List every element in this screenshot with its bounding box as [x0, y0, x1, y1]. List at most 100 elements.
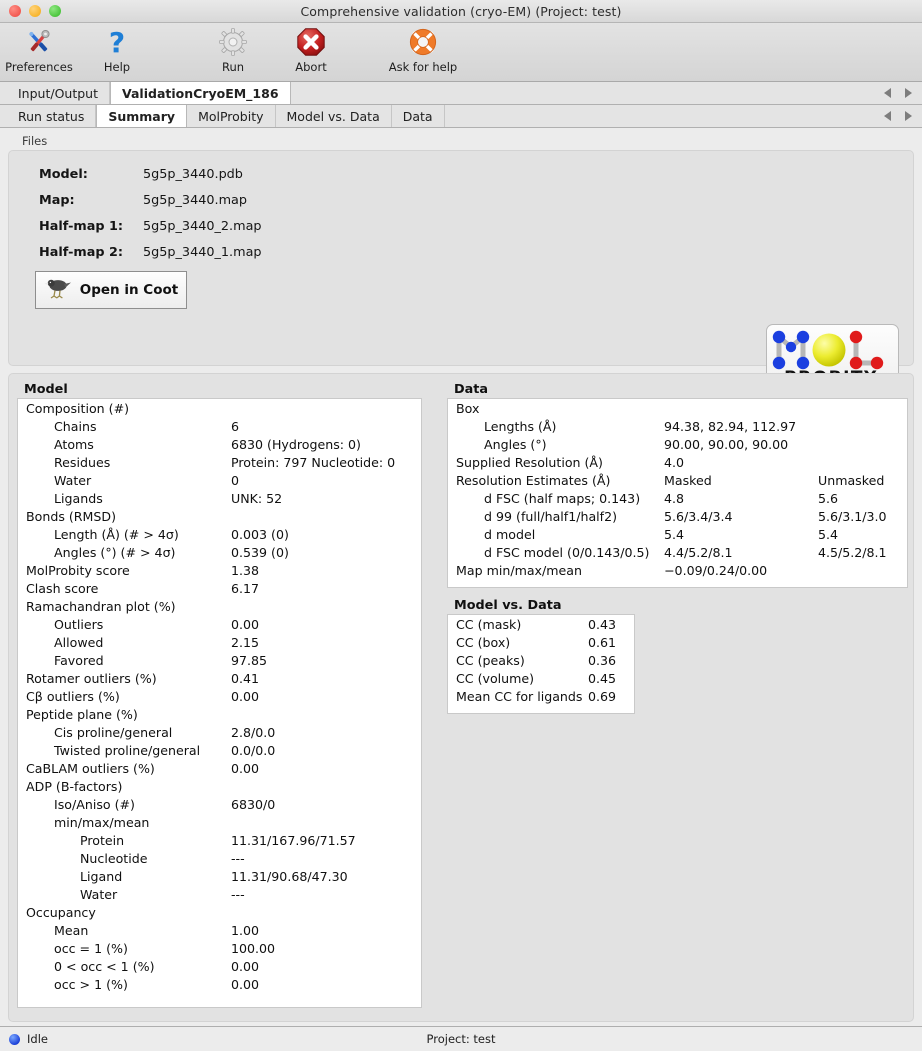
tab-summary[interactable]: Summary [96, 105, 188, 127]
model-table-row-bonds-rmsd: Bonds (RMSD) [18, 509, 421, 527]
data-table-value-secondary: 5.4 [818, 527, 839, 542]
life-ring-icon [408, 25, 438, 59]
tab-validationcryoem-186[interactable]: ValidationCryoEM_186 [110, 82, 291, 104]
tab-run-status[interactable]: Run status [7, 105, 97, 127]
model-table-title: Model [24, 382, 68, 397]
model-table-key: Bonds (RMSD) [26, 509, 117, 524]
data-table-key: Map min/max/mean [456, 563, 582, 578]
data-table-key: Angles (°) [484, 437, 547, 452]
model-vs-data-table-value: 0.69 [588, 689, 617, 704]
scroll-left-icon[interactable] [884, 111, 891, 121]
run-gear-icon [218, 25, 248, 59]
toolbar-button-help[interactable]: ? Help [78, 25, 156, 74]
coot-bird-icon [44, 277, 74, 303]
scroll-right-icon[interactable] [905, 111, 912, 121]
model-table-value: 1.38 [231, 563, 260, 578]
data-table-key: Supplied Resolution (Å) [456, 455, 603, 470]
model-table-value: 6830 (Hydrogens: 0) [231, 437, 361, 452]
data-table-row-d-fsc-model-0-0-143-0-5: d FSC model (0/0.143/0.5) 4.4/5.2/8.1 4.5/… [448, 545, 907, 563]
window-title: Comprehensive validation (cryo-EM) (Proj… [300, 3, 622, 19]
toolbar-button-run[interactable]: Run [194, 25, 272, 74]
model-table-row-twisted-proline-general: Twisted proline/general 0.0/0.0 [18, 743, 421, 761]
data-table-value: 90.00, 90.00, 90.00 [664, 437, 789, 452]
model-table-key: Clash score [26, 581, 99, 596]
file-label-map: Map: [39, 193, 75, 208]
secondary-tab-scroll-controls [884, 105, 922, 127]
model-table-row-iso-aniso: Iso/Aniso (#) 6830/0 [18, 797, 421, 815]
model-table-row-ramachandran-plot: Ramachandran plot (%) [18, 599, 421, 617]
tab-input-output[interactable]: Input/Output [7, 82, 110, 104]
toolbar-button-abort[interactable]: Abort [272, 25, 350, 74]
data-table: Box Lengths (Å) 94.38, 82.94, 112.97 Angles… [447, 398, 908, 588]
tab-model-vs-data[interactable]: Model vs. Data [276, 105, 392, 127]
model-vs-data-table-title: Model vs. Data [454, 598, 562, 613]
toolbar-label-preferences: Preferences [5, 60, 73, 74]
data-table-value-secondary: 4.5/5.2/8.1 [818, 545, 887, 560]
main-toolbar: Preferences ? Help [0, 23, 922, 82]
model-table-row-cablam-outliers: CaBLAM outliers (%) 0.00 [18, 761, 421, 779]
tab-data[interactable]: Data [392, 105, 445, 127]
model-table-value: 0.00 [231, 761, 260, 776]
summary-content: Files Model: 5g5p_3440.pdb Map: 5g5p_344… [0, 128, 922, 1026]
data-table-row-supplied-resolution: Supplied Resolution (Å) 4.0 [448, 455, 907, 473]
toolbar-button-preferences[interactable]: Preferences [0, 25, 78, 74]
model-table-value: 0.00 [231, 689, 260, 704]
help-question-mark-icon: ? [102, 25, 132, 59]
model-table-value: 2.8/0.0 [231, 725, 276, 740]
open-in-coot-label: Open in Coot [79, 282, 179, 298]
status-bar: Idle Project: test [0, 1026, 922, 1051]
data-table-key: d FSC (half maps; 0.143) [484, 491, 641, 506]
model-table-key: Mean [54, 923, 89, 938]
model-vs-data-table-row-cc-volume: CC (volume) 0.45 [448, 671, 634, 689]
data-table-value: 4.8 [664, 491, 685, 506]
tab-molprobity[interactable]: MolProbity [187, 105, 276, 127]
model-table-value: 0.539 (0) [231, 545, 289, 560]
model-table-row-length-4: Length (Å) (# > 4σ) 0.003 (0) [18, 527, 421, 545]
model-table-row-occ-1: occ = 1 (%) 100.00 [18, 941, 421, 959]
data-table-row-box: Box [448, 401, 907, 419]
data-column: Data Box Lengths (Å) 94.38, 82.94, 112.97 A… [447, 382, 913, 1021]
zoom-window-button[interactable] [49, 5, 61, 17]
model-vs-data-table-row-cc-mask: CC (mask) 0.43 [448, 617, 634, 635]
model-table-row-allowed: Allowed 2.15 [18, 635, 421, 653]
model-table-row-angles-4: Angles (°) (# > 4σ) 0.539 (0) [18, 545, 421, 563]
model-vs-data-table-key: CC (peaks) [456, 653, 525, 668]
files-group: Files Model: 5g5p_3440.pdb Map: 5g5p_344… [8, 134, 914, 470]
model-table-row-ligand: Ligand 11.31/90.68/47.30 [18, 869, 421, 887]
model-table-value: 0 [231, 473, 240, 488]
model-vs-data-table-row-cc-peaks: CC (peaks) 0.36 [448, 653, 634, 671]
data-table-key: d model [484, 527, 536, 542]
model-table-key: Cβ outliers (%) [26, 689, 120, 704]
toolbar-button-ask-for-help[interactable]: Ask for help [368, 25, 478, 74]
model-table-value: 0.00 [231, 959, 260, 974]
model-table-key: Favored [54, 653, 104, 668]
model-table: Composition (#) Chains 6 Atoms 6830 (Hydroge… [17, 398, 422, 1008]
data-table-value: Masked [664, 473, 712, 488]
model-vs-data-table-value: 0.36 [588, 653, 617, 668]
data-table-value: 5.4 [664, 527, 685, 542]
model-vs-data-table-row-mean-cc-for-ligands: Mean CC for ligands 0.69 [448, 689, 634, 707]
model-table-row-nucleotide: Nucleotide --- [18, 851, 421, 869]
model-table-row-atoms: Atoms 6830 (Hydrogens: 0) [18, 437, 421, 455]
model-table-row-outliers: Outliers 0.00 [18, 617, 421, 635]
secondary-tab-bar: Run status Summary MolProbity Model vs. … [0, 105, 922, 128]
data-table-value-secondary: Unmasked [818, 473, 885, 488]
minimize-window-button[interactable] [29, 5, 41, 17]
model-vs-data-table-key: Mean CC for ligands [456, 689, 583, 704]
file-value-model: 5g5p_3440.pdb [143, 167, 243, 182]
open-in-coot-button[interactable]: Open in Coot [35, 271, 187, 309]
model-column: Model Composition (#) Chains 6 Atoms 6830 (H… [17, 382, 437, 1021]
data-table-value: 94.38, 82.94, 112.97 [664, 419, 797, 434]
file-row-half-map-1: Half-map 1: 5g5p_3440_2.map [39, 219, 913, 245]
scroll-right-icon[interactable] [905, 88, 912, 98]
model-table-key: Angles (°) (# > 4σ) [54, 545, 176, 560]
scroll-left-icon[interactable] [884, 88, 891, 98]
close-window-button[interactable] [9, 5, 21, 17]
toolbar-label-help: Help [103, 60, 131, 74]
model-vs-data-table-value: 0.45 [588, 671, 617, 686]
model-table-key: Water [80, 887, 118, 902]
model-table-row-peptide-plane: Peptide plane (%) [18, 707, 421, 725]
model-table-value: 6.17 [231, 581, 260, 596]
model-table-value: 0.00 [231, 977, 260, 992]
model-table-key: CaBLAM outliers (%) [26, 761, 155, 776]
